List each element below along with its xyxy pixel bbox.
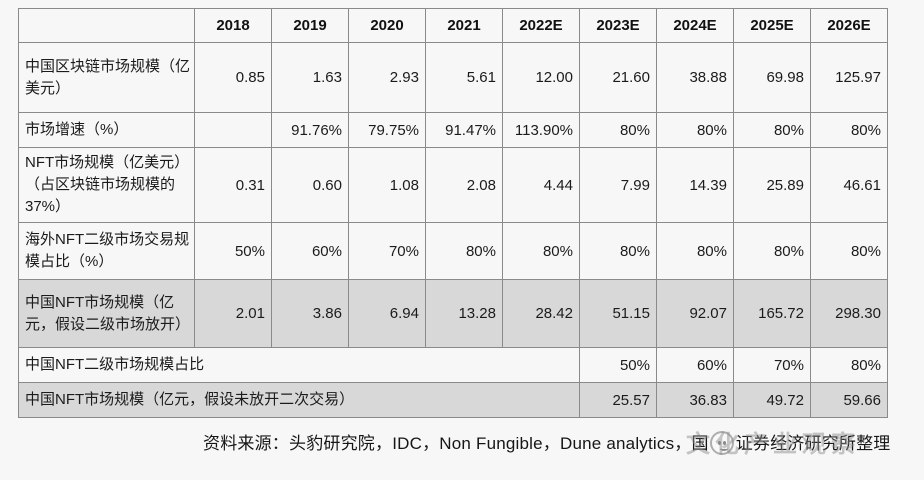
value-cell: 1.63: [271, 42, 349, 113]
value-cell: 3.86: [271, 279, 349, 348]
column-header: 2019: [271, 8, 349, 43]
row-label: NFT市场规模（亿美元）（占区块链市场规模的37%）: [18, 147, 195, 223]
source-text-prefix: 资料来源：头豹研究院，IDC，Non Fungible，Dune analyti…: [203, 434, 709, 453]
column-header: 2022E: [502, 8, 580, 43]
value-cell: 69.98: [733, 42, 811, 113]
row-label: 中国NFT市场规模（亿元，假设二级市场放开）: [18, 279, 195, 348]
value-cell: 80%: [656, 112, 734, 148]
value-cell: 80%: [579, 222, 657, 280]
value-cell: 13.28: [425, 279, 503, 348]
watermark-logo-icon: [709, 431, 734, 455]
value-cell: 80%: [733, 112, 811, 148]
value-cell: 28.42: [502, 279, 580, 348]
value-cell: 0.31: [194, 147, 272, 223]
row-label: 中国区块链市场规模（亿美元）: [18, 42, 195, 113]
value-cell: 12.00: [502, 42, 580, 113]
table-row: 中国区块链市场规模（亿美元） 0.85 1.63 2.93 5.61 12.00 21.60…: [18, 42, 888, 113]
value-cell: 60%: [271, 222, 349, 280]
source-text-suffix: 证券经济研究所整理: [735, 434, 891, 453]
value-cell: 79.75%: [348, 112, 426, 148]
value-cell: 50%: [194, 222, 272, 280]
table-row: 中国NFT市场规模（亿元，假设未放开二次交易） 25.57 36.83 49.72 59…: [18, 382, 888, 418]
table-row: 市场增速（%） 91.76% 79.75% 91.47% 113.90% 80% 80% 80…: [18, 112, 888, 148]
value-cell: 80%: [579, 112, 657, 148]
value-cell: [194, 112, 272, 148]
column-header: 2020: [348, 8, 426, 43]
value-cell: 7.99: [579, 147, 657, 223]
value-cell: 80%: [733, 222, 811, 280]
value-cell: 25.57: [579, 382, 657, 418]
value-cell: 91.47%: [425, 112, 503, 148]
column-header: 2026E: [810, 8, 888, 43]
value-cell: 0.85: [194, 42, 272, 113]
table-head: 2018 2019 2020 2021 2022E 2023E 2024E 2025E 2026…: [18, 8, 888, 43]
value-cell: 46.61: [810, 147, 888, 223]
value-cell: 70%: [733, 347, 811, 383]
source-note: 资料来源：头豹研究院，IDC，Non Fungible，Dune analyti…: [203, 429, 891, 455]
value-cell: 14.39: [656, 147, 734, 223]
value-cell: 49.72: [733, 382, 811, 418]
value-cell: 5.61: [425, 42, 503, 113]
column-header: 2024E: [656, 8, 734, 43]
column-header: 2021: [425, 8, 503, 43]
value-cell: 80%: [810, 222, 888, 280]
value-cell: 2.01: [194, 279, 272, 348]
value-cell: 38.88: [656, 42, 734, 113]
row-label: 市场增速（%）: [18, 112, 195, 148]
row-label: 海外NFT二级市场交易规模占比（%）: [18, 222, 195, 280]
value-cell: 51.15: [579, 279, 657, 348]
value-cell: 125.97: [810, 42, 888, 113]
value-cell: 1.08: [348, 147, 426, 223]
value-cell: 80%: [810, 112, 888, 148]
table-row: 海外NFT二级市场交易规模占比（%） 50% 60% 70% 80% 80% 80% 80% 8…: [18, 222, 888, 280]
table-header-row: 2018 2019 2020 2021 2022E 2023E 2024E 2025E 2026…: [18, 8, 888, 43]
column-header: 2025E: [733, 8, 811, 43]
column-header: 2018: [194, 8, 272, 43]
value-cell: 59.66: [810, 382, 888, 418]
value-cell: 80%: [656, 222, 734, 280]
value-cell: 2.08: [425, 147, 503, 223]
value-cell: 36.83: [656, 382, 734, 418]
value-cell: 25.89: [733, 147, 811, 223]
value-cell: 70%: [348, 222, 426, 280]
value-cell: 6.94: [348, 279, 426, 348]
table-row: NFT市场规模（亿美元）（占区块链市场规模的37%） 0.31 0.60 1.08 2.…: [18, 147, 888, 223]
table-body: 中国区块链市场规模（亿美元） 0.85 1.63 2.93 5.61 12.00 21.60…: [18, 42, 888, 418]
column-header: 2023E: [579, 8, 657, 43]
row-label: 中国NFT市场规模（亿元，假设未放开二次交易）: [18, 382, 580, 418]
value-cell: 80%: [502, 222, 580, 280]
value-cell: 91.76%: [271, 112, 349, 148]
nft-market-forecast-table: 2018 2019 2020 2021 2022E 2023E 2024E 2025E 2026…: [18, 8, 888, 418]
value-cell: 165.72: [733, 279, 811, 348]
value-cell: 2.93: [348, 42, 426, 113]
value-cell: 4.44: [502, 147, 580, 223]
value-cell: 0.60: [271, 147, 349, 223]
value-cell: 50%: [579, 347, 657, 383]
table-row: 中国NFT市场规模（亿元，假设二级市场放开） 2.01 3.86 6.94 13.28 2…: [18, 279, 888, 348]
watermark-text: 文化产业观察: [686, 431, 860, 458]
value-cell: 298.30: [810, 279, 888, 348]
value-cell: 60%: [656, 347, 734, 383]
corner-header-cell: [18, 8, 195, 43]
value-cell: 21.60: [579, 42, 657, 113]
value-cell: 80%: [810, 347, 888, 383]
value-cell: 80%: [425, 222, 503, 280]
value-cell: 92.07: [656, 279, 734, 348]
row-label: 中国NFT二级市场规模占比: [18, 347, 580, 383]
value-cell: 113.90%: [502, 112, 580, 148]
table-row: 中国NFT二级市场规模占比 50% 60% 70% 80%: [18, 347, 888, 383]
